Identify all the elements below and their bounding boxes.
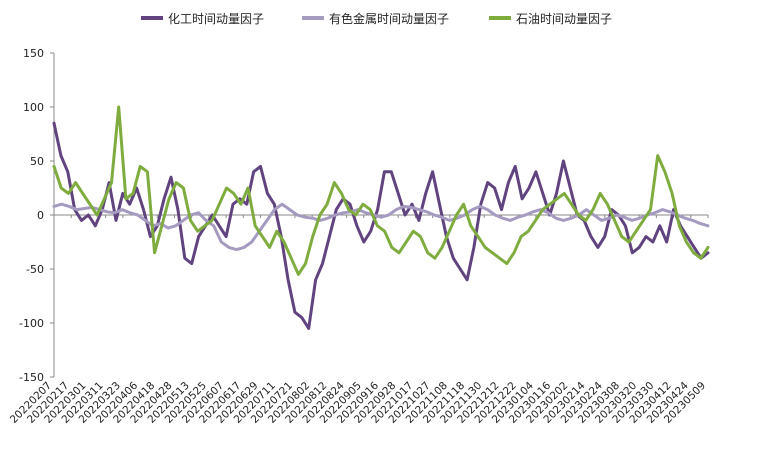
series-line-3 <box>52 105 710 276</box>
y-tick-label: -50 <box>26 263 44 276</box>
legend-label-3: 石油时间动量因子 <box>516 12 612 26</box>
y-tick-label: -150 <box>19 371 44 384</box>
y-tick-label: -100 <box>19 317 44 330</box>
y-tick-label: 100 <box>23 101 44 114</box>
y-tick-label: 50 <box>30 155 44 168</box>
legend-label-2: 有色金属时间动量因子 <box>329 11 449 26</box>
chart-legend: 化工时间动量因子 有色金属时间动量因子 石油时间动量因子 <box>141 11 612 26</box>
series-line-1 <box>52 121 710 330</box>
y-tick-label: 0 <box>37 209 44 222</box>
chart-series-lines <box>52 105 710 330</box>
y-tick-label: 150 <box>23 47 44 60</box>
legend-label-1: 化工时间动量因子 <box>168 12 264 26</box>
